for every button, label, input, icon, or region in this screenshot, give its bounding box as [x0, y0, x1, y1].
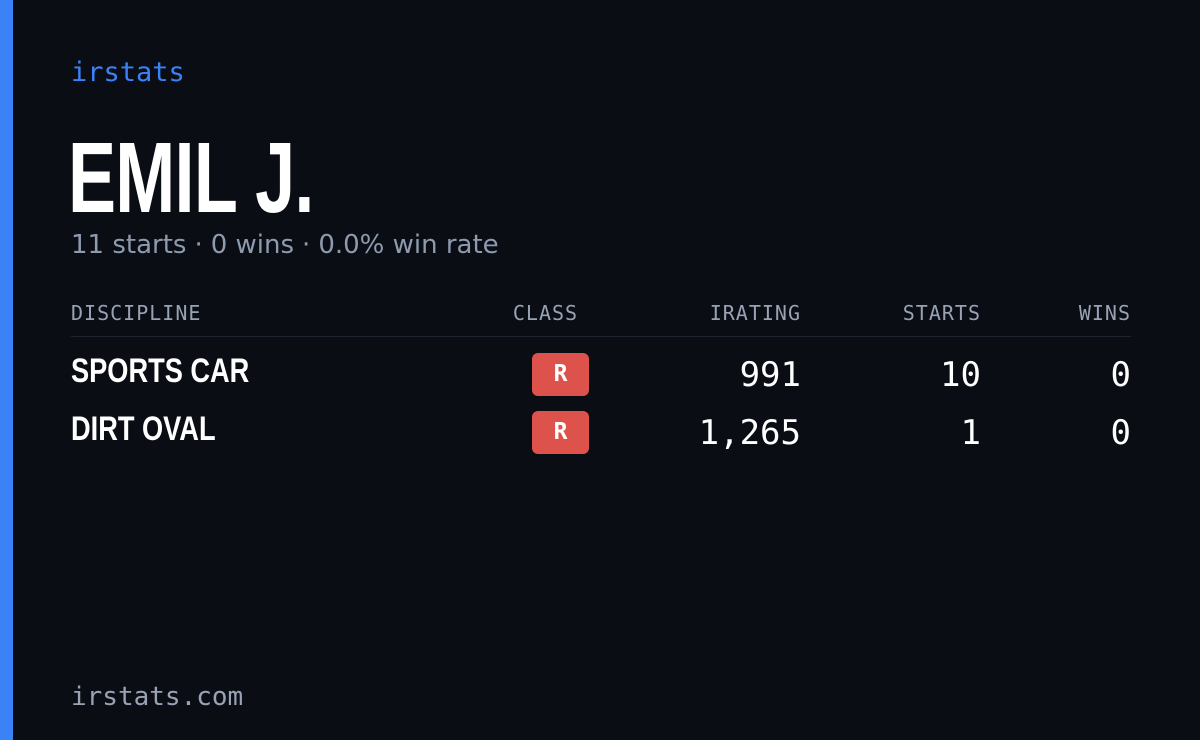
table-row: SPORTS CAR R 991 10 0	[71, 337, 1131, 396]
brand-logo: irstats	[71, 57, 185, 88]
wins-value: 0	[1110, 355, 1131, 395]
class-badge: R	[532, 411, 589, 454]
summary-win-rate: 0.0% win rate	[318, 230, 499, 260]
discipline-name: DIRT OVAL	[71, 410, 216, 448]
summary-starts: 11 starts	[71, 230, 187, 260]
accent-bar	[0, 0, 13, 740]
column-header-starts: STARTS	[902, 301, 981, 325]
discipline-name: SPORTS CAR	[71, 352, 250, 390]
footer-site-url: irstats.com	[71, 682, 244, 712]
table-header: DISCIPLINE CLASS IRATING STARTS WINS	[71, 296, 1131, 337]
class-badge: R	[532, 353, 589, 396]
wins-value: 0	[1110, 413, 1131, 453]
column-header-irating: IRATING	[709, 301, 801, 325]
column-header-wins: WINS	[1078, 301, 1131, 325]
column-header-discipline: DISCIPLINE	[71, 301, 202, 325]
starts-value: 1	[960, 413, 981, 453]
discipline-stats-table: DISCIPLINE CLASS IRATING STARTS WINS SPO…	[71, 296, 1131, 454]
summary-separator: ·	[302, 230, 311, 260]
table-row: DIRT OVAL R 1,265 1 0	[71, 395, 1131, 454]
starts-value: 10	[940, 355, 981, 395]
irating-value: 991	[739, 355, 801, 395]
driver-name: EMIL J.	[68, 122, 314, 234]
column-header-class: CLASS	[512, 301, 579, 325]
summary-separator: ·	[194, 230, 203, 260]
driver-summary: 11 starts · 0 wins · 0.0% win rate	[71, 227, 499, 263]
irating-value: 1,265	[698, 413, 801, 453]
summary-wins: 0 wins	[210, 230, 295, 260]
